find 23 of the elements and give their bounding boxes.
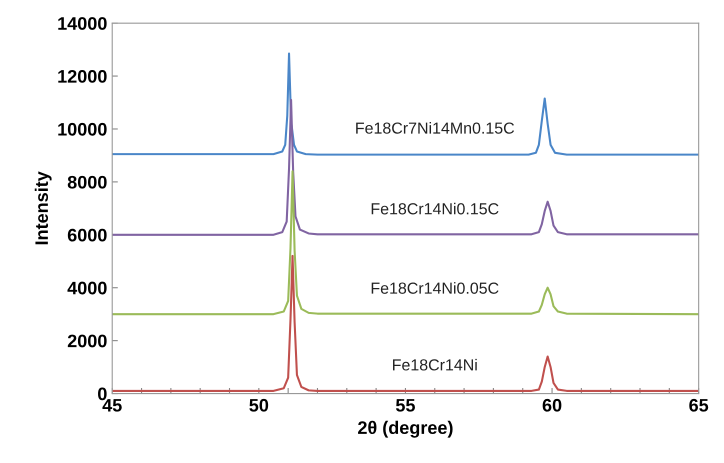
series-label: Fe18Cr14Ni <box>393 358 477 371</box>
x-tick-label: 55 <box>396 399 415 412</box>
x-axis-title: 2θ (degree) <box>358 420 453 438</box>
line-series <box>112 52 699 156</box>
y-tick-label: 0 <box>98 387 107 400</box>
y-tick-label: 8000 <box>68 176 107 189</box>
y-tick-label: 12000 <box>58 70 107 83</box>
y-tick-label: 6000 <box>68 228 107 242</box>
series-label: Fe18Cr14Ni0.15C <box>372 202 499 214</box>
x-tick-label: 50 <box>249 398 268 412</box>
y-tick-label: 4000 <box>67 282 107 294</box>
series-label: Fe18Cr14Ni0.05C <box>372 282 499 294</box>
x-tick-label: 45 <box>102 399 122 412</box>
line-series <box>112 254 699 392</box>
series-label: Fe18Cr7Ni14Mn0.15C <box>356 122 514 134</box>
y-tick-label: 10000 <box>58 122 107 136</box>
x-tick-label: 65 <box>689 398 708 412</box>
y-tick-label: 14000 <box>58 17 107 30</box>
line-series <box>112 98 699 236</box>
y-tick-label: 2000 <box>68 334 107 348</box>
line-series <box>112 170 699 316</box>
x-tick-label: 60 <box>542 398 562 412</box>
y-axis-title: Intensity <box>34 171 52 244</box>
